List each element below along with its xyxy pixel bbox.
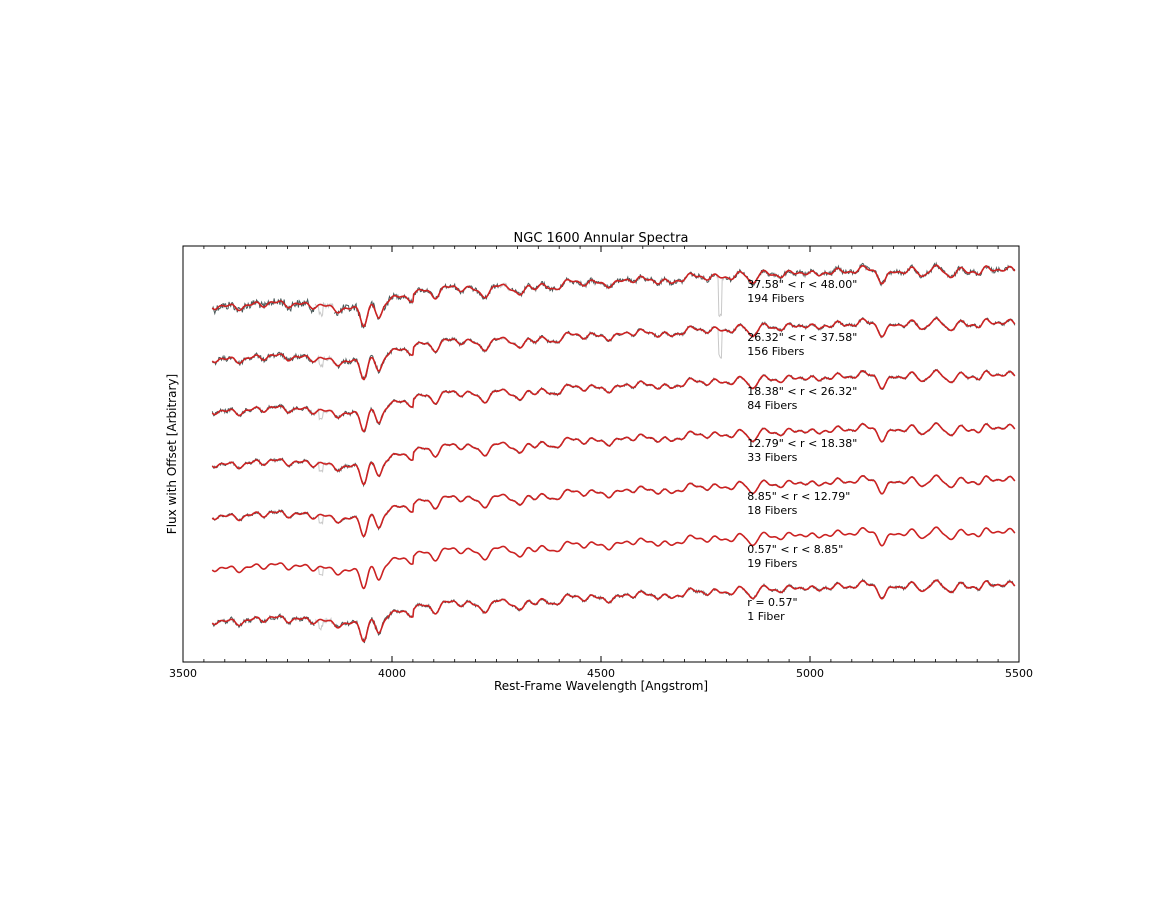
series-label-fibers: 194 Fibers xyxy=(747,292,804,305)
series-label-fibers: 19 Fibers xyxy=(747,557,797,570)
model-fit-line xyxy=(211,369,1016,433)
series-label-fibers: 1 Fiber xyxy=(747,610,785,623)
x-tick-label: 4500 xyxy=(587,667,615,680)
model-fit-line xyxy=(211,317,1016,381)
spectrum-series: 12.79" < r < 18.38"33 Fibers xyxy=(211,422,1016,488)
spectrum-series: 0.57" < r < 8.85"19 Fibers xyxy=(211,526,1016,590)
series-label-radius: 8.85" < r < 12.79" xyxy=(747,490,850,503)
model-fit-line xyxy=(211,526,1016,590)
x-axis-ticks: 3500 4000 4500 5000 5500 xyxy=(169,246,1033,680)
x-tick-label: 5500 xyxy=(1005,667,1033,680)
observed-spectrum-line xyxy=(211,474,1016,539)
spectrum-series: 26.32" < r < 37.58"156 Fibers xyxy=(211,316,1016,381)
chart-title: NGC 1600 Annular Spectra xyxy=(514,231,689,246)
series-label-fibers: 84 Fibers xyxy=(747,399,797,412)
spectrum-series: 8.85" < r < 12.79"18 Fibers xyxy=(211,474,1016,539)
observed-spectrum-line xyxy=(211,526,1016,590)
model-fit-line xyxy=(211,474,1016,538)
series-label-radius: 37.58" < r < 48.00" xyxy=(747,278,857,291)
observed-spectrum-line xyxy=(211,422,1016,488)
series-label-radius: 18.38" < r < 26.32" xyxy=(747,385,857,398)
spectrum-series: 37.58" < r < 48.00"194 Fibers xyxy=(211,261,1016,329)
x-tick-label: 4000 xyxy=(378,667,406,680)
model-fit-line xyxy=(211,264,1016,328)
x-axis-label: Rest-Frame Wavelength [Angstrom] xyxy=(494,679,708,693)
observed-spectrum-line xyxy=(212,578,1015,644)
spectrum-series: r = 0.57"1 Fiber xyxy=(211,578,1016,644)
series-label-fibers: 33 Fibers xyxy=(747,451,797,464)
model-fit-line xyxy=(211,579,1016,643)
series-label-radius: 12.79" < r < 18.38" xyxy=(747,437,857,450)
series-label-fibers: 156 Fibers xyxy=(747,345,804,358)
series-label-fibers: 18 Fibers xyxy=(747,504,797,517)
model-fit-line xyxy=(211,422,1016,486)
series-label-radius: 26.32" < r < 37.58" xyxy=(747,331,857,344)
y-axis-label: Flux with Offset [Arbitrary] xyxy=(165,374,179,534)
spectrum-series: 18.38" < r < 26.32"84 Fibers xyxy=(211,368,1016,433)
observed-spectrum-line xyxy=(211,368,1016,433)
series-label-radius: r = 0.57" xyxy=(747,596,797,609)
x-tick-label: 5000 xyxy=(796,667,824,680)
x-tick-label: 3500 xyxy=(169,667,197,680)
series-label-radius: 0.57" < r < 8.85" xyxy=(747,543,843,556)
